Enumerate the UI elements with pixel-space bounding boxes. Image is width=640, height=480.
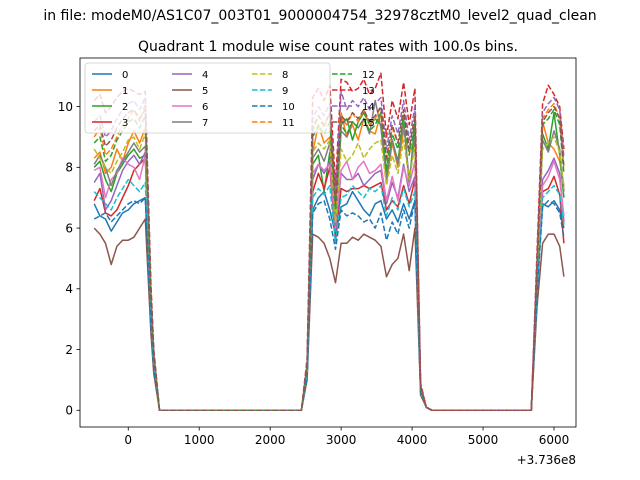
x-axis-offset-label: +3.736e8	[517, 453, 576, 467]
legend-label-10: 10	[282, 102, 295, 113]
y-tick-label: 4	[65, 282, 73, 296]
legend-label-14: 14	[362, 102, 375, 113]
legend-label-12: 12	[362, 70, 375, 81]
legend-label-7: 7	[202, 118, 208, 129]
x-tick-label: 1000	[184, 433, 215, 447]
legend-label-9: 9	[282, 86, 288, 97]
x-tick-label: 3000	[326, 433, 357, 447]
legend-label-13: 13	[362, 86, 375, 97]
x-tick-label: 0	[124, 433, 132, 447]
y-tick-label: 2	[65, 343, 73, 357]
legend-label-5: 5	[202, 86, 208, 97]
x-tick-label: 4000	[397, 433, 428, 447]
plot-area: 0 1000 2000 3000 4000 5000 6000024681001234567…	[58, 57, 577, 447]
x-tick-label: 2000	[255, 433, 286, 447]
legend-label-6: 6	[202, 102, 208, 113]
legend-label-0: 0	[122, 70, 128, 81]
legend-label-15: 15	[362, 118, 375, 129]
legend-label-1: 1	[122, 86, 128, 97]
chart-title: Quadrant 1 module wise count rates with …	[138, 39, 518, 55]
y-tick-label: 8	[65, 161, 73, 175]
series-line-9	[93, 178, 565, 412]
legend-box	[84, 62, 331, 134]
legend-label-2: 2	[122, 102, 128, 113]
x-tick-label: 5000	[468, 433, 499, 447]
legend-label-4: 4	[202, 70, 208, 81]
legend-label-8: 8	[282, 70, 288, 81]
y-tick-label: 6	[65, 221, 73, 235]
legend-label-11: 11	[282, 118, 295, 129]
legend-label-3: 3	[122, 118, 128, 129]
axes-frame	[79, 57, 577, 428]
x-tick-label: 6000	[539, 433, 570, 447]
y-tick-label: 0	[65, 404, 73, 418]
figure-suptitle: in file: modeM0/AS1C07_003T01_9000004754…	[43, 8, 596, 24]
y-tick-label: 10	[58, 100, 73, 114]
